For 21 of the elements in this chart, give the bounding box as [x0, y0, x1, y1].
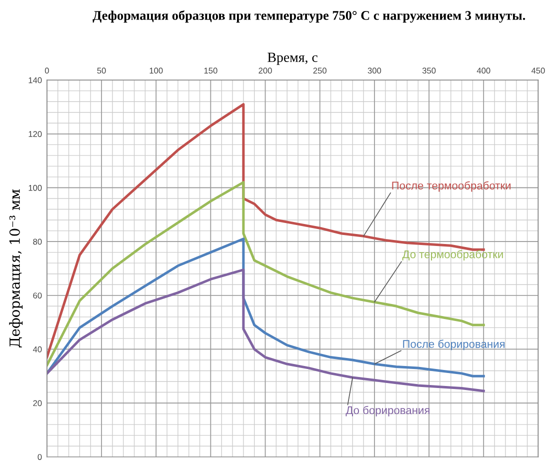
x-tick-label: 50	[97, 68, 106, 74]
x-tick-label: 0	[44, 68, 49, 74]
x-tick-label: 350	[422, 68, 436, 74]
x-axis-title: Время, с	[268, 52, 318, 65]
y-tick-label: 140	[28, 77, 42, 84]
y-tick-label: 120	[28, 131, 42, 137]
x-tick-label: 200	[258, 68, 272, 74]
chart-title: Деформация образцов при температуре 750° С с нагружением 3 минуты.	[92, 10, 526, 23]
x-tick-label: 150	[204, 68, 218, 74]
y-axis-title: Деформация, 10⁻³ мм	[9, 189, 23, 348]
x-tick-label: 100	[150, 68, 163, 74]
y-tick-label: 60	[33, 292, 42, 298]
x-tick-label: 250	[313, 68, 326, 74]
y-tick-label: 0	[38, 454, 42, 460]
x-tick-label: 300	[368, 68, 382, 74]
x-tick-label: 450	[531, 68, 545, 74]
y-tick-label: 80	[33, 238, 42, 245]
y-tick-label: 100	[28, 184, 42, 191]
x-tick-label: 400	[476, 68, 490, 74]
y-tick-label: 40	[32, 346, 42, 352]
y-tick-label: 20	[33, 400, 42, 406]
